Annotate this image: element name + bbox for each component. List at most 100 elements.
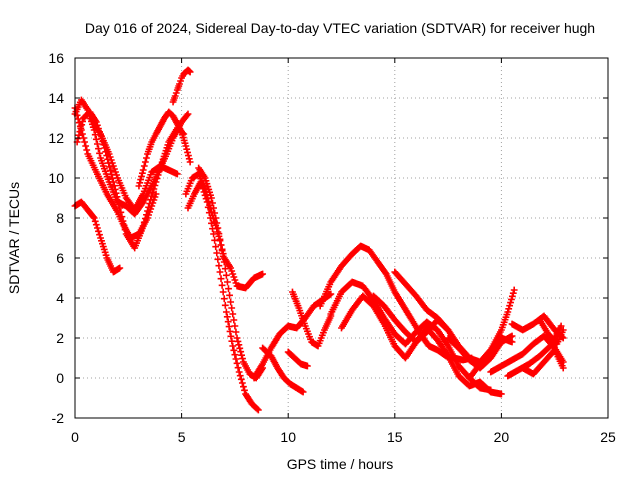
data-point [559,326,567,334]
data-marks [71,66,567,414]
series-sat-m [289,288,335,350]
data-point [186,68,194,76]
data-point [206,214,214,222]
data-point [185,152,192,159]
data-point [211,209,219,217]
series-sat-y [519,346,567,378]
data-point [140,162,148,170]
data-point [501,316,509,324]
data-point [205,209,213,217]
data-point [503,311,511,318]
data-point [139,222,147,230]
data-point [327,290,335,298]
data-point [78,121,86,129]
data-point [214,224,222,232]
data-point [121,226,129,234]
data-point [101,167,109,175]
data-point [80,134,87,142]
data-point [106,163,113,171]
data-point [141,215,149,222]
data-point [221,301,229,309]
plot-frame [74,57,609,419]
data-point [100,162,107,170]
data-point [186,158,194,166]
data-point [296,307,304,314]
y-tick-label: -2 [52,410,65,426]
data-point [237,375,245,383]
data-point [215,230,223,238]
y-tick-label: 16 [48,50,64,66]
x-tick-label: 10 [280,429,296,445]
data-point [222,308,230,316]
y-tick-label: 10 [48,170,64,186]
data-point [204,203,212,211]
data-point [500,318,508,326]
data-point [208,194,215,202]
series-sat-s [370,292,452,346]
data-point [147,196,155,204]
data-point [227,298,235,306]
data-point [236,372,244,380]
data-point [99,159,106,167]
y-tick-label: 4 [56,290,64,306]
data-point [300,317,307,325]
series-sat-f [135,108,194,190]
data-point [183,145,191,153]
data-point [498,324,506,331]
data-point [219,252,227,260]
data-point [505,305,513,313]
data-point [444,326,452,334]
data-point [86,112,94,120]
data-point [559,364,567,372]
data-point [95,145,102,153]
x-tick-label: 5 [178,429,186,445]
data-point [179,134,187,141]
data-point [146,200,154,207]
data-point [91,131,99,139]
data-point [98,157,105,165]
data-point [235,368,243,376]
data-point [224,318,232,326]
data-point [504,308,512,316]
data-point [218,247,226,255]
y-tick-label: 6 [56,250,64,266]
data-point [144,207,151,215]
data-point [557,322,565,330]
data-point [228,337,236,345]
y-tick-label: 14 [48,90,64,106]
data-point [109,174,116,182]
data-point [238,351,246,359]
data-point [221,265,229,273]
data-point [499,321,507,329]
data-point [74,135,82,142]
data-point [185,155,193,163]
data-point [508,292,516,300]
data-point [96,149,103,157]
data-point [211,236,219,244]
data-point [83,146,91,154]
x-tick-label: 25 [600,429,616,445]
data-point [77,124,85,132]
data-point [299,314,306,322]
data-point [100,246,108,253]
data-point [228,304,236,312]
series-sat-l [259,344,307,396]
data-point [300,320,308,327]
data-point [117,208,125,216]
data-point [184,149,191,156]
data-point [241,386,248,394]
data-point [230,316,238,324]
data-point [259,270,267,278]
data-point [213,249,221,257]
data-point [74,115,82,123]
series-sat-q [338,292,505,398]
data-point [299,388,307,396]
data-point [229,310,237,318]
series-sat-z [536,316,567,348]
data-point [217,275,225,283]
data-point [498,326,505,334]
series-sat-u [466,286,518,382]
data-point [509,289,517,297]
